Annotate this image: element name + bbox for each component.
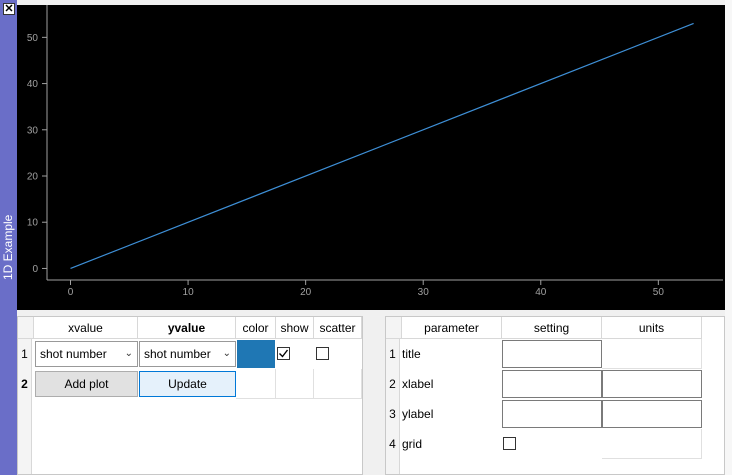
y-tick-label: 10 [27,218,39,229]
row-number: 2 [386,369,400,399]
plot-config-table: xvalue yvalue color show scatter 1 shot … [17,316,363,475]
dock-title-label: 1D Example [1,214,15,280]
empty-cell [276,369,314,399]
series-line [70,22,694,270]
y-tick-label: 0 [32,264,38,275]
empty-cell [236,369,276,399]
x-tick-label: 40 [535,287,547,298]
empty-cell [314,369,362,399]
dock-title-bar: ✕ 1D Example [0,0,17,475]
close-icon[interactable]: ✕ [3,3,15,15]
background-window-edge [725,0,732,475]
column-header-xvalue[interactable]: xvalue [34,317,138,339]
checkmark-icon [279,349,289,358]
yvalue-select[interactable]: shot number ⌄ [139,341,236,367]
plot-area[interactable]: 0 10 20 30 40 50 0 10 20 30 40 50 [17,5,725,310]
chevron-down-icon: ⌄ [222,348,231,359]
xvalue-select[interactable]: shot number ⌄ [35,341,138,367]
show-checkbox[interactable] [277,347,290,360]
column-header-setting[interactable]: setting [502,317,602,339]
x-tick-label: 50 [653,287,665,298]
parameter-name: xlabel [402,377,434,391]
ylabel-setting-input[interactable] [502,400,602,428]
xvalue-select-value: shot number [40,347,107,361]
yvalue-select-value: shot number [144,347,211,361]
row-header-filler [386,459,400,474]
column-header-units[interactable]: units [602,317,702,339]
y-tick-label: 30 [27,125,39,136]
x-tick-label: 10 [183,287,195,298]
xlabel-units-input[interactable] [602,370,702,398]
column-header-color[interactable]: color [236,317,276,339]
row-number: 1 [386,339,400,369]
x-tick-label: 20 [300,287,312,298]
grid-units-cell [602,429,702,459]
column-header-parameter[interactable]: parameter [402,317,502,339]
column-header-show[interactable]: show [276,317,314,339]
ylabel-units-input[interactable] [602,400,702,428]
column-header-scatter[interactable]: scatter [314,317,362,339]
corner-header [18,317,34,339]
row-number: 4 [386,429,400,459]
x-tick-label: 0 [68,287,74,298]
x-tick-label: 30 [418,287,430,298]
column-header-yvalue[interactable]: yvalue [138,317,236,339]
title-units-cell[interactable] [602,339,702,369]
parameter-name: ylabel [402,407,434,421]
row-number: 1 [18,339,32,369]
update-button[interactable]: Update [139,371,236,397]
corner-header [386,317,402,339]
parameter-name: title [402,347,421,361]
y-tick-label: 50 [27,33,39,44]
chevron-down-icon: ⌄ [124,348,133,359]
parameter-table: parameter setting units 1 title 2 xlabel… [385,316,725,475]
y-tick-label: 40 [27,79,39,90]
line-chart: 0 10 20 30 40 50 0 10 20 30 40 50 [27,5,723,298]
add-plot-button[interactable]: Add plot [35,371,138,397]
title-setting-input[interactable] [502,340,602,368]
row-number: 3 [386,399,400,429]
grid-checkbox[interactable] [503,437,516,450]
scatter-checkbox[interactable] [316,347,329,360]
row-number: 2 [18,369,32,399]
y-tick-label: 20 [27,172,39,183]
row-header-filler [18,399,32,474]
xlabel-setting-input[interactable] [502,370,602,398]
color-swatch[interactable] [237,340,275,368]
parameter-name: grid [402,437,423,451]
